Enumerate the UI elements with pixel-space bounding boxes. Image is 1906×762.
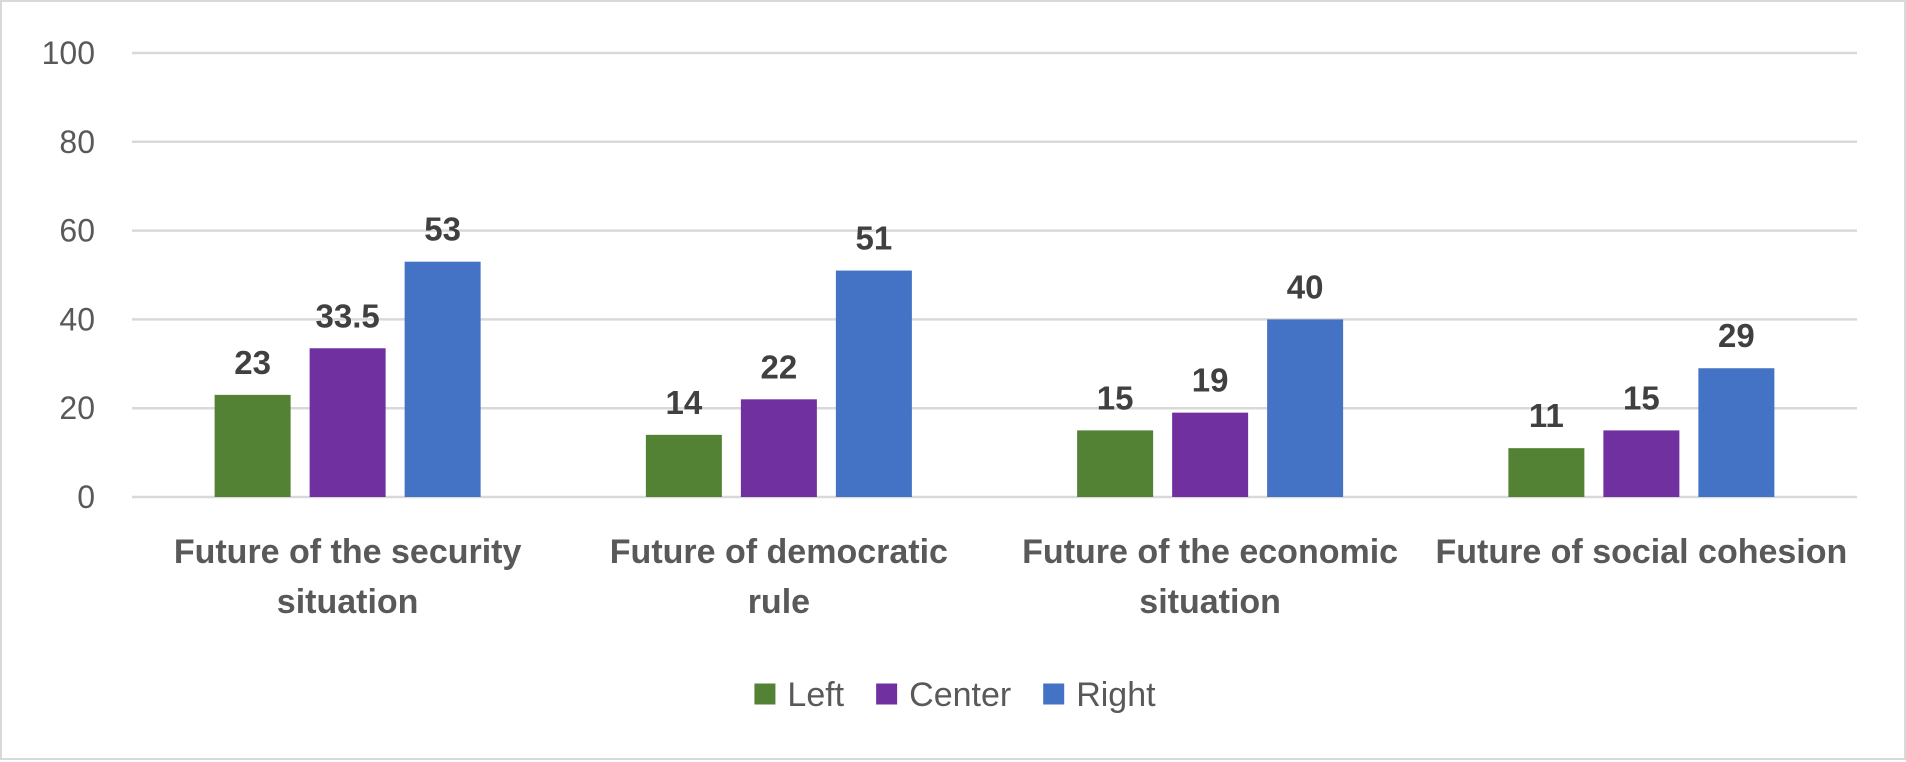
y-tick-label: 100 bbox=[42, 35, 95, 71]
bar-left bbox=[1508, 448, 1585, 497]
bar-center bbox=[740, 399, 817, 497]
legend-item-left: Left bbox=[754, 676, 845, 714]
category-label: situation bbox=[1139, 583, 1281, 621]
data-label-center: 22 bbox=[761, 348, 798, 385]
bar-right bbox=[404, 261, 481, 497]
x-axis-categories: Future of the security situation Future of… bbox=[174, 533, 1847, 621]
data-label-left: 23 bbox=[234, 344, 271, 381]
category-label: Future of social cohesion bbox=[1435, 533, 1847, 571]
data-labels: 23 33.5 53 14 22 51 15 19 40 11 15 29 bbox=[234, 211, 1754, 434]
bar-right bbox=[1698, 368, 1775, 497]
bars bbox=[214, 261, 1775, 497]
data-label-right: 51 bbox=[856, 220, 893, 257]
y-tick-label: 60 bbox=[59, 213, 95, 249]
bar-left bbox=[645, 434, 722, 497]
bar-right bbox=[1267, 319, 1344, 497]
legend-item-center: Center bbox=[876, 676, 1011, 714]
bar-right bbox=[835, 270, 912, 497]
category-label: Future of democratic bbox=[610, 533, 948, 571]
data-label-left: 14 bbox=[666, 384, 703, 421]
data-label-left: 15 bbox=[1097, 379, 1134, 416]
legend-swatch-right bbox=[1043, 683, 1065, 705]
y-tick-label: 80 bbox=[59, 124, 95, 160]
bar-left bbox=[214, 394, 291, 497]
legend-item-right: Right bbox=[1043, 676, 1156, 714]
category-label: Future of the security bbox=[174, 533, 522, 571]
data-label-left: 11 bbox=[1529, 397, 1564, 434]
legend-swatch-center bbox=[876, 683, 898, 705]
legend-label-center: Center bbox=[909, 676, 1011, 714]
data-label-right: 29 bbox=[1718, 317, 1755, 354]
data-label-center: 33.5 bbox=[316, 297, 380, 334]
bar-center bbox=[1603, 430, 1680, 497]
category-label: situation bbox=[277, 583, 419, 621]
y-axis-ticks: 0 20 40 60 80 100 bbox=[42, 35, 95, 515]
y-tick-label: 20 bbox=[59, 390, 95, 426]
legend: Left Center Right bbox=[754, 676, 1156, 714]
data-label-right: 40 bbox=[1287, 268, 1324, 305]
category-label: Future of the economic bbox=[1022, 533, 1398, 571]
data-label-right: 53 bbox=[424, 211, 461, 248]
legend-label-right: Right bbox=[1076, 676, 1156, 714]
gridlines bbox=[132, 51, 1857, 499]
bar-center bbox=[309, 348, 386, 497]
y-tick-label: 0 bbox=[77, 479, 95, 515]
legend-label-left: Left bbox=[787, 676, 844, 714]
bar-left bbox=[1077, 430, 1154, 497]
data-label-center: 15 bbox=[1623, 379, 1660, 416]
bar-center bbox=[1172, 412, 1249, 497]
data-label-center: 19 bbox=[1192, 362, 1229, 399]
category-label: rule bbox=[748, 583, 810, 621]
y-tick-label: 40 bbox=[59, 301, 95, 337]
legend-swatch-left bbox=[754, 683, 776, 705]
